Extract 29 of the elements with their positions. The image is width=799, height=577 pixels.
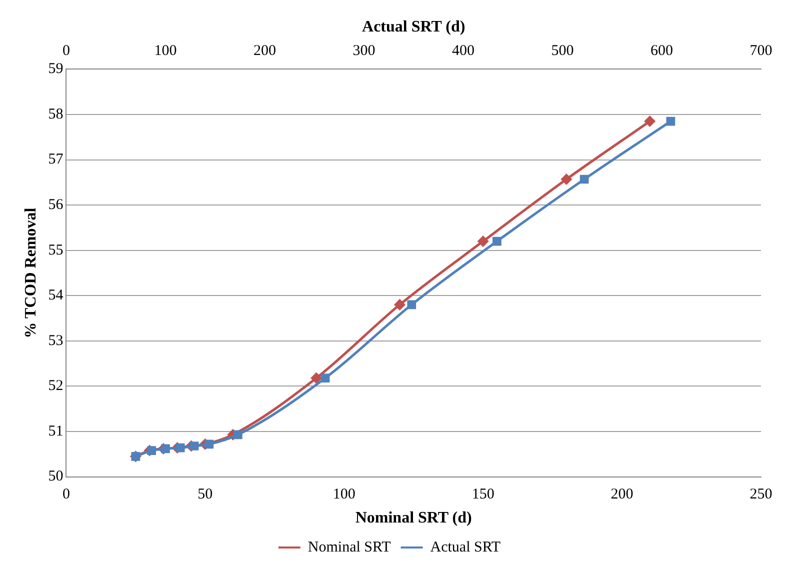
y-tick-label: 53 [48, 332, 64, 349]
x-tick-label: 0 [62, 486, 70, 503]
y-tick-label: 55 [48, 242, 64, 258]
y-tick-label: 58 [48, 106, 64, 122]
y-axis-title: % TCOD Removal [22, 207, 40, 338]
x-tick-label: 250 [750, 486, 772, 503]
y-tick-label: 59 [48, 61, 64, 78]
y-tick-label: 51 [48, 423, 64, 440]
x-axis-title: Nominal SRT (d) [355, 510, 472, 527]
x-tick-label: 50 [198, 486, 213, 503]
legend-label: Actual SRT [430, 539, 501, 556]
y-tick-label: 54 [48, 288, 64, 304]
y-tick-label: 52 [48, 378, 64, 394]
y-tick-label: 50 [48, 468, 64, 485]
x2-tick-label: 500 [551, 43, 574, 60]
x2-tick-label: 700 [750, 43, 772, 60]
x2-tick-label: 200 [253, 43, 276, 60]
legend-label: Nominal SRT [308, 539, 391, 556]
x2-tick-label: 0 [62, 43, 70, 60]
x2-axis-title: Actual SRT (d) [362, 18, 466, 36]
x-tick-label: 200 [610, 486, 634, 503]
x2-tick-label: 400 [452, 43, 474, 60]
x-tick-label: 150 [472, 486, 494, 503]
y-tick-label: 57 [48, 152, 64, 168]
y-tick-label: 56 [48, 197, 64, 214]
x2-tick-label: 600 [650, 43, 673, 60]
x-tick-label: 100 [332, 486, 356, 503]
x2-tick-label: 100 [154, 43, 177, 60]
x2-tick-label: 300 [352, 43, 376, 60]
